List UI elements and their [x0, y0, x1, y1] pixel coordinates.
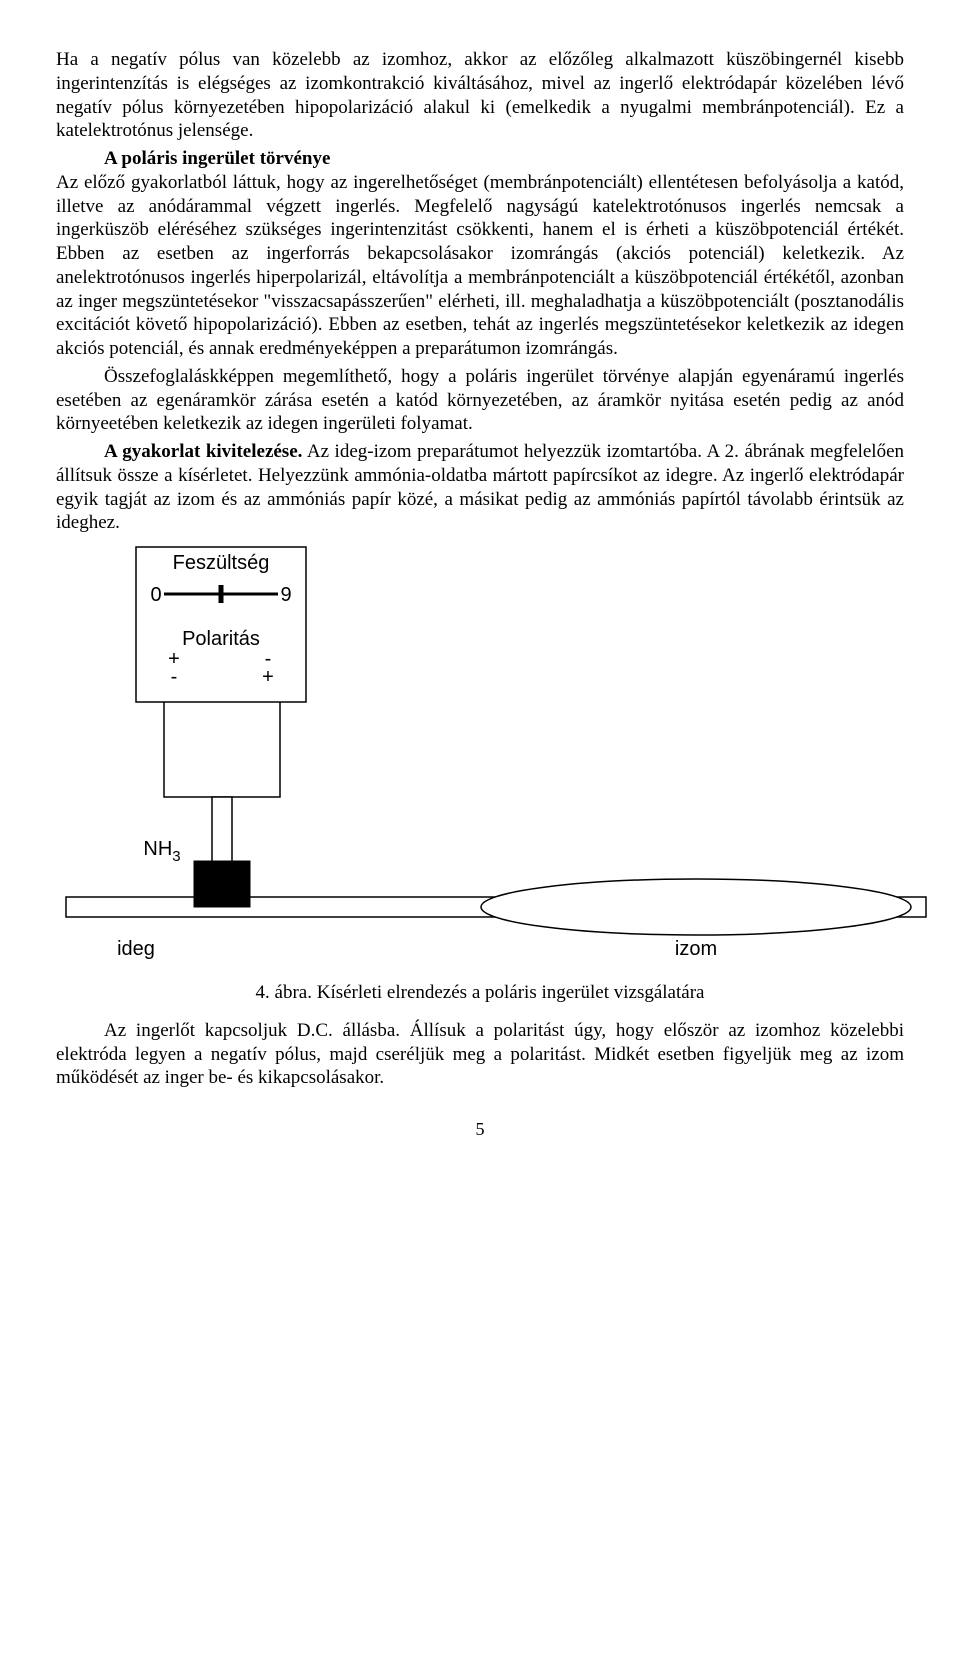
- svg-text:Feszültség: Feszültség: [173, 552, 270, 574]
- paragraph-2: A poláris ingerület törvénye Az előző gy…: [56, 147, 904, 361]
- closing-paragraph: Az ingerlőt kapcsoljuk D.C. állásba. Áll…: [56, 1019, 904, 1090]
- section-title-gyakorlat: A gyakorlat kivitelezése.: [104, 441, 302, 462]
- paragraph-2-body: Az előző gyakorlatból láttuk, hogy az in…: [56, 172, 904, 359]
- page-number: 5: [56, 1118, 904, 1141]
- svg-text:NH3: NH3: [143, 838, 180, 865]
- svg-text:izom: izom: [675, 938, 717, 960]
- svg-text:9: 9: [280, 584, 291, 606]
- svg-text:0: 0: [150, 584, 161, 606]
- paragraph-4: A gyakorlat kivitelezése. Az ideg-izom p…: [56, 440, 904, 535]
- section-title-polaris: A poláris ingerület törvénye: [104, 148, 330, 169]
- experiment-diagram: Feszültség09Polaritás+--+NH3idegizom: [56, 541, 904, 971]
- figure-caption: 4. ábra. Kísérleti elrendezés a poláris …: [56, 981, 904, 1005]
- paragraph-3: Összefoglaláskképpen megemlíthető, hogy …: [56, 365, 904, 436]
- svg-text:ideg: ideg: [117, 938, 155, 960]
- svg-text:Polaritás: Polaritás: [182, 628, 260, 650]
- svg-text:+: +: [262, 666, 274, 688]
- paragraph-1: Ha a negatív pólus van közelebb az izomh…: [56, 48, 904, 143]
- svg-text:-: -: [171, 666, 178, 688]
- diagram-svg: Feszültség09Polaritás+--+NH3idegizom: [56, 541, 936, 971]
